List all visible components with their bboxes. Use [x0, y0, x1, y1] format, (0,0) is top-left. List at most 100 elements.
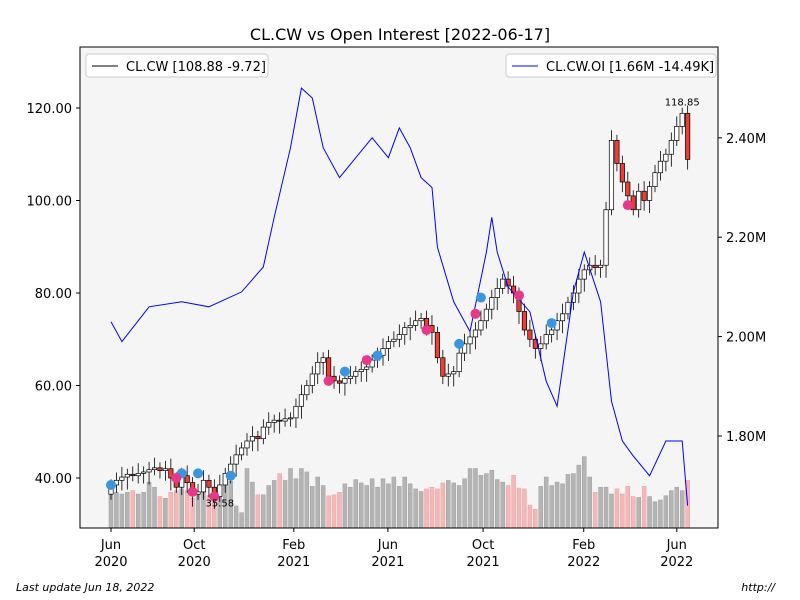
volume-bar: [663, 495, 669, 529]
footer-last-update: Last update Jun 18, 2022: [16, 581, 154, 594]
right-axis: 1.80M 2.00M 2.20M 2.40M: [718, 132, 766, 445]
candle-body: [391, 338, 397, 342]
left-tick-label: 100.00: [27, 195, 73, 210]
volume-bar: [478, 475, 484, 529]
candle-body: [402, 327, 408, 335]
legend-left: CL.CW [108.88 -9.72]: [85, 53, 269, 78]
volume-bar: [554, 481, 560, 529]
candle-body: [396, 334, 402, 340]
candle-body: [549, 329, 555, 335]
volume-bar: [135, 493, 141, 529]
volume-bar: [494, 479, 500, 529]
left-tick-label: 80.00: [35, 287, 72, 302]
candle-body: [478, 320, 484, 331]
candle-body: [494, 288, 500, 298]
volume-bar: [337, 492, 342, 529]
right-tick-label: 1.80M: [726, 430, 766, 445]
volume-bar: [255, 494, 261, 529]
candle-body: [451, 371, 457, 375]
candle-body: [467, 336, 473, 345]
candle-body: [652, 172, 658, 187]
volume-bar: [125, 492, 130, 529]
volume-bar: [603, 486, 609, 529]
volume-bar: [625, 486, 631, 529]
x-tick-year: 2020: [94, 555, 127, 570]
candle-body: [239, 447, 245, 456]
volume-bar: [119, 493, 125, 529]
volume-bar: [358, 482, 364, 529]
x-tick-year: 2021: [467, 555, 500, 570]
candle-body: [657, 160, 663, 174]
volume-bar: [582, 456, 587, 529]
candle-body: [543, 334, 549, 345]
candle-body: [385, 341, 391, 349]
volume-bar: [282, 480, 288, 529]
price-annotation: 118.85: [665, 97, 700, 108]
volume-bar: [462, 478, 467, 529]
volume-bar: [348, 486, 353, 529]
candle-body: [489, 297, 495, 310]
candle-body: [462, 343, 468, 354]
x-tick-month: Feb: [572, 538, 595, 553]
candle-body: [271, 419, 277, 423]
volume-bar: [315, 476, 320, 529]
volume-bar: [543, 476, 549, 529]
volume-bar: [630, 496, 636, 529]
volume-bar: [244, 468, 250, 529]
candle-body: [407, 325, 413, 329]
candle-body: [184, 475, 190, 483]
volume-bar: [239, 512, 244, 529]
chart-title: CL.CW vs Open Interest [2022-06-17]: [250, 25, 550, 44]
volume-bar: [413, 488, 418, 529]
volume-bar: [598, 486, 603, 529]
volume-bar: [592, 492, 598, 529]
x-tick-year: 2020: [178, 555, 211, 570]
volume-bar: [304, 471, 310, 529]
candle-body: [353, 371, 359, 377]
sell-marker: [187, 486, 198, 497]
x-tick-month: Jun: [666, 538, 687, 553]
volume-bar: [402, 476, 408, 529]
plot-area: [80, 47, 718, 528]
sell-marker: [470, 308, 481, 319]
candle-body: [423, 318, 430, 326]
volume-bar: [484, 473, 489, 529]
candle-body: [619, 163, 625, 183]
candle-body: [636, 190, 642, 211]
volume-bar: [261, 494, 266, 529]
candle-body: [315, 362, 321, 375]
candle-body: [336, 380, 343, 384]
candle-body: [298, 394, 304, 407]
buy-marker: [475, 292, 486, 303]
candle-body: [266, 422, 272, 428]
footer-url: http://: [741, 581, 776, 594]
volume-bar: [565, 474, 571, 529]
legend-right: CL.CW.OI [1.66M -14.49K]: [505, 53, 717, 78]
volume-bar: [473, 468, 478, 529]
volume-bar: [130, 490, 136, 529]
x-tick-year: 2021: [277, 555, 310, 570]
volume-bar: [424, 488, 429, 529]
volume-bar: [669, 490, 674, 529]
volume-bar: [277, 473, 282, 529]
x-tick-month: Oct: [472, 538, 494, 553]
volume-bar: [440, 482, 446, 529]
candle-body: [614, 140, 620, 164]
volume-bar: [310, 486, 315, 529]
volume-bar: [505, 485, 511, 529]
volume-bar: [489, 469, 495, 529]
sell-marker: [361, 355, 372, 366]
candle-body: [244, 440, 250, 449]
buy-marker: [225, 470, 236, 481]
volume-bar: [342, 483, 348, 529]
volume-bar: [652, 501, 658, 529]
legend-left-label: CL.CW [108.88 -9.72]: [126, 60, 266, 75]
right-tick-label: 2.40M: [726, 132, 766, 147]
volume-bar: [522, 488, 527, 529]
volume-bar: [364, 485, 369, 529]
volume-bar: [614, 488, 620, 529]
volume-bar: [435, 488, 440, 529]
candle-body: [445, 373, 451, 377]
volume-bar: [451, 482, 456, 529]
candle-body: [157, 467, 163, 471]
